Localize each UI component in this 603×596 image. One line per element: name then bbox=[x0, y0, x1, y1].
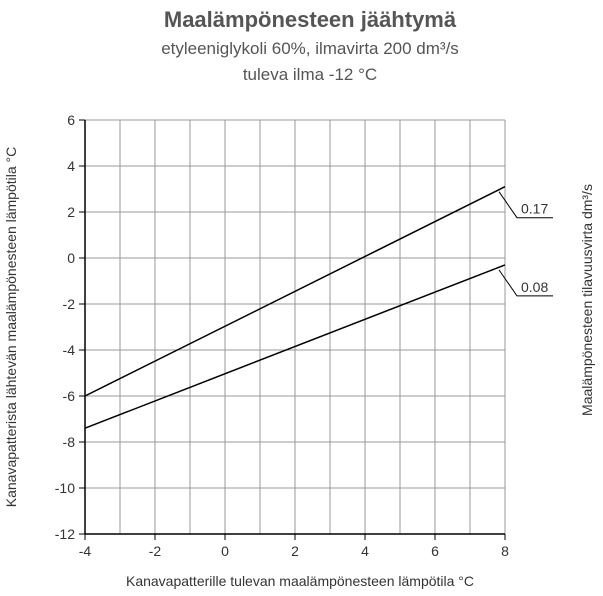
x-tick-label: 6 bbox=[431, 543, 439, 559]
y2-axis-label: Maalämpönesteen tilavuusvirta dm³/s bbox=[579, 184, 595, 416]
y-tick-label: 2 bbox=[67, 204, 75, 220]
chart-subtitle: etyleeniglykoli 60%, ilmavirta 200 dm³/s bbox=[161, 39, 459, 58]
x-tick-label: 4 bbox=[361, 543, 369, 559]
series-label: 0.17 bbox=[521, 201, 548, 217]
y-tick-label: -4 bbox=[63, 342, 76, 358]
callout-leader bbox=[498, 269, 553, 297]
y-tick-label: -12 bbox=[55, 526, 75, 542]
chart-title: Maalämpönesteen jäähtymä bbox=[164, 7, 457, 32]
y-tick-label: -8 bbox=[63, 434, 76, 450]
y-tick-label: -10 bbox=[55, 480, 75, 496]
y-tick-label: 0 bbox=[67, 250, 75, 266]
series-line bbox=[84, 186, 506, 397]
y-tick-label: 4 bbox=[67, 158, 75, 174]
y-axis-label: Kanavapatterista lähtevän maalämpönestee… bbox=[3, 147, 19, 507]
series-line bbox=[84, 264, 506, 429]
y-tick-label: -6 bbox=[63, 388, 76, 404]
x-tick-label: 2 bbox=[291, 543, 299, 559]
x-tick-label: 8 bbox=[501, 543, 509, 559]
y-tick-label: 6 bbox=[67, 112, 75, 128]
callout-leader bbox=[498, 191, 553, 219]
chart-subtitle: tuleva ilma -12 °C bbox=[243, 65, 377, 84]
x-axis-label: Kanavapatterille tulevan maalämpönesteen… bbox=[126, 573, 474, 589]
x-tick-label: -4 bbox=[79, 543, 92, 559]
x-tick-label: -2 bbox=[149, 543, 162, 559]
series-label: 0.08 bbox=[521, 279, 548, 295]
x-tick-label: 0 bbox=[221, 543, 229, 559]
y-tick-label: -2 bbox=[63, 296, 76, 312]
